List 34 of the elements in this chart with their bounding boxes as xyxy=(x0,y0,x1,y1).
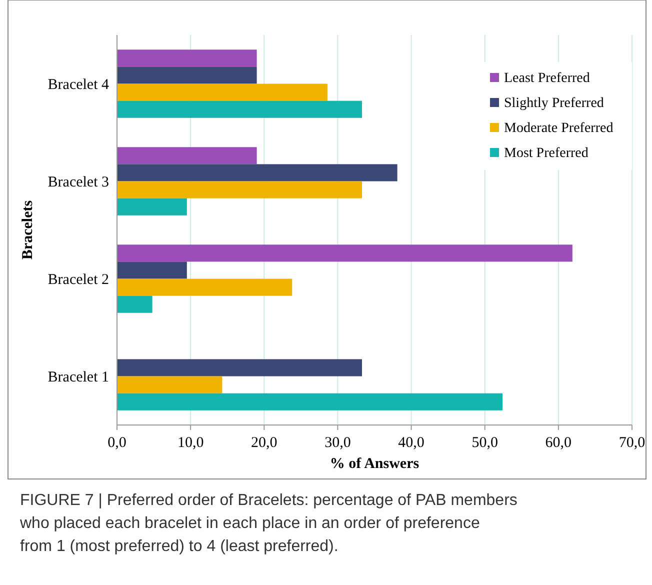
bar xyxy=(117,296,152,313)
y-tick-label: Bracelet 1 xyxy=(48,369,109,386)
bar xyxy=(117,181,362,198)
x-tick-label: 10,0 xyxy=(177,435,204,451)
x-axis-title: % of Answers xyxy=(330,456,420,472)
x-tick-label: 40,0 xyxy=(398,435,424,451)
bar xyxy=(117,164,398,182)
legend-label: Moderate Preferred xyxy=(504,121,614,136)
bar xyxy=(117,84,328,101)
y-tick-label: Bracelet 4 xyxy=(48,76,110,93)
bar xyxy=(117,359,362,376)
x-tick-label: 60,0 xyxy=(545,435,572,451)
legend-label: Least Preferred xyxy=(504,71,590,86)
bar xyxy=(117,100,362,118)
caption: FIGURE 7 | Preferred order of Bracelets: percentage of PAB members who placed each bracelet in each place in an order of preference from 1 (most preferred) to 4 (least preferred). xyxy=(19,492,518,555)
bar xyxy=(117,262,187,279)
legend-label: Slightly Preferred xyxy=(504,96,604,111)
bar xyxy=(117,376,222,394)
y-tick-label: Bracelet 2 xyxy=(48,272,109,288)
x-tick-label: 70,0 xyxy=(618,435,646,451)
bar xyxy=(117,198,187,216)
bar xyxy=(117,66,257,84)
bar xyxy=(117,50,257,67)
bar xyxy=(117,278,292,296)
x-tick-label: 20,0 xyxy=(251,435,278,451)
x-tick-label: 0,0 xyxy=(108,435,126,451)
legend-label: Most Preferred xyxy=(504,146,588,161)
bar xyxy=(117,244,572,262)
bar xyxy=(117,147,257,164)
y-axis-title: Bracelets xyxy=(20,200,36,260)
x-tick-label: 30,0 xyxy=(324,435,351,451)
bar xyxy=(117,393,503,410)
x-tick-label: 50,0 xyxy=(472,435,498,451)
y-tick-label: Bracelet 3 xyxy=(48,174,109,190)
